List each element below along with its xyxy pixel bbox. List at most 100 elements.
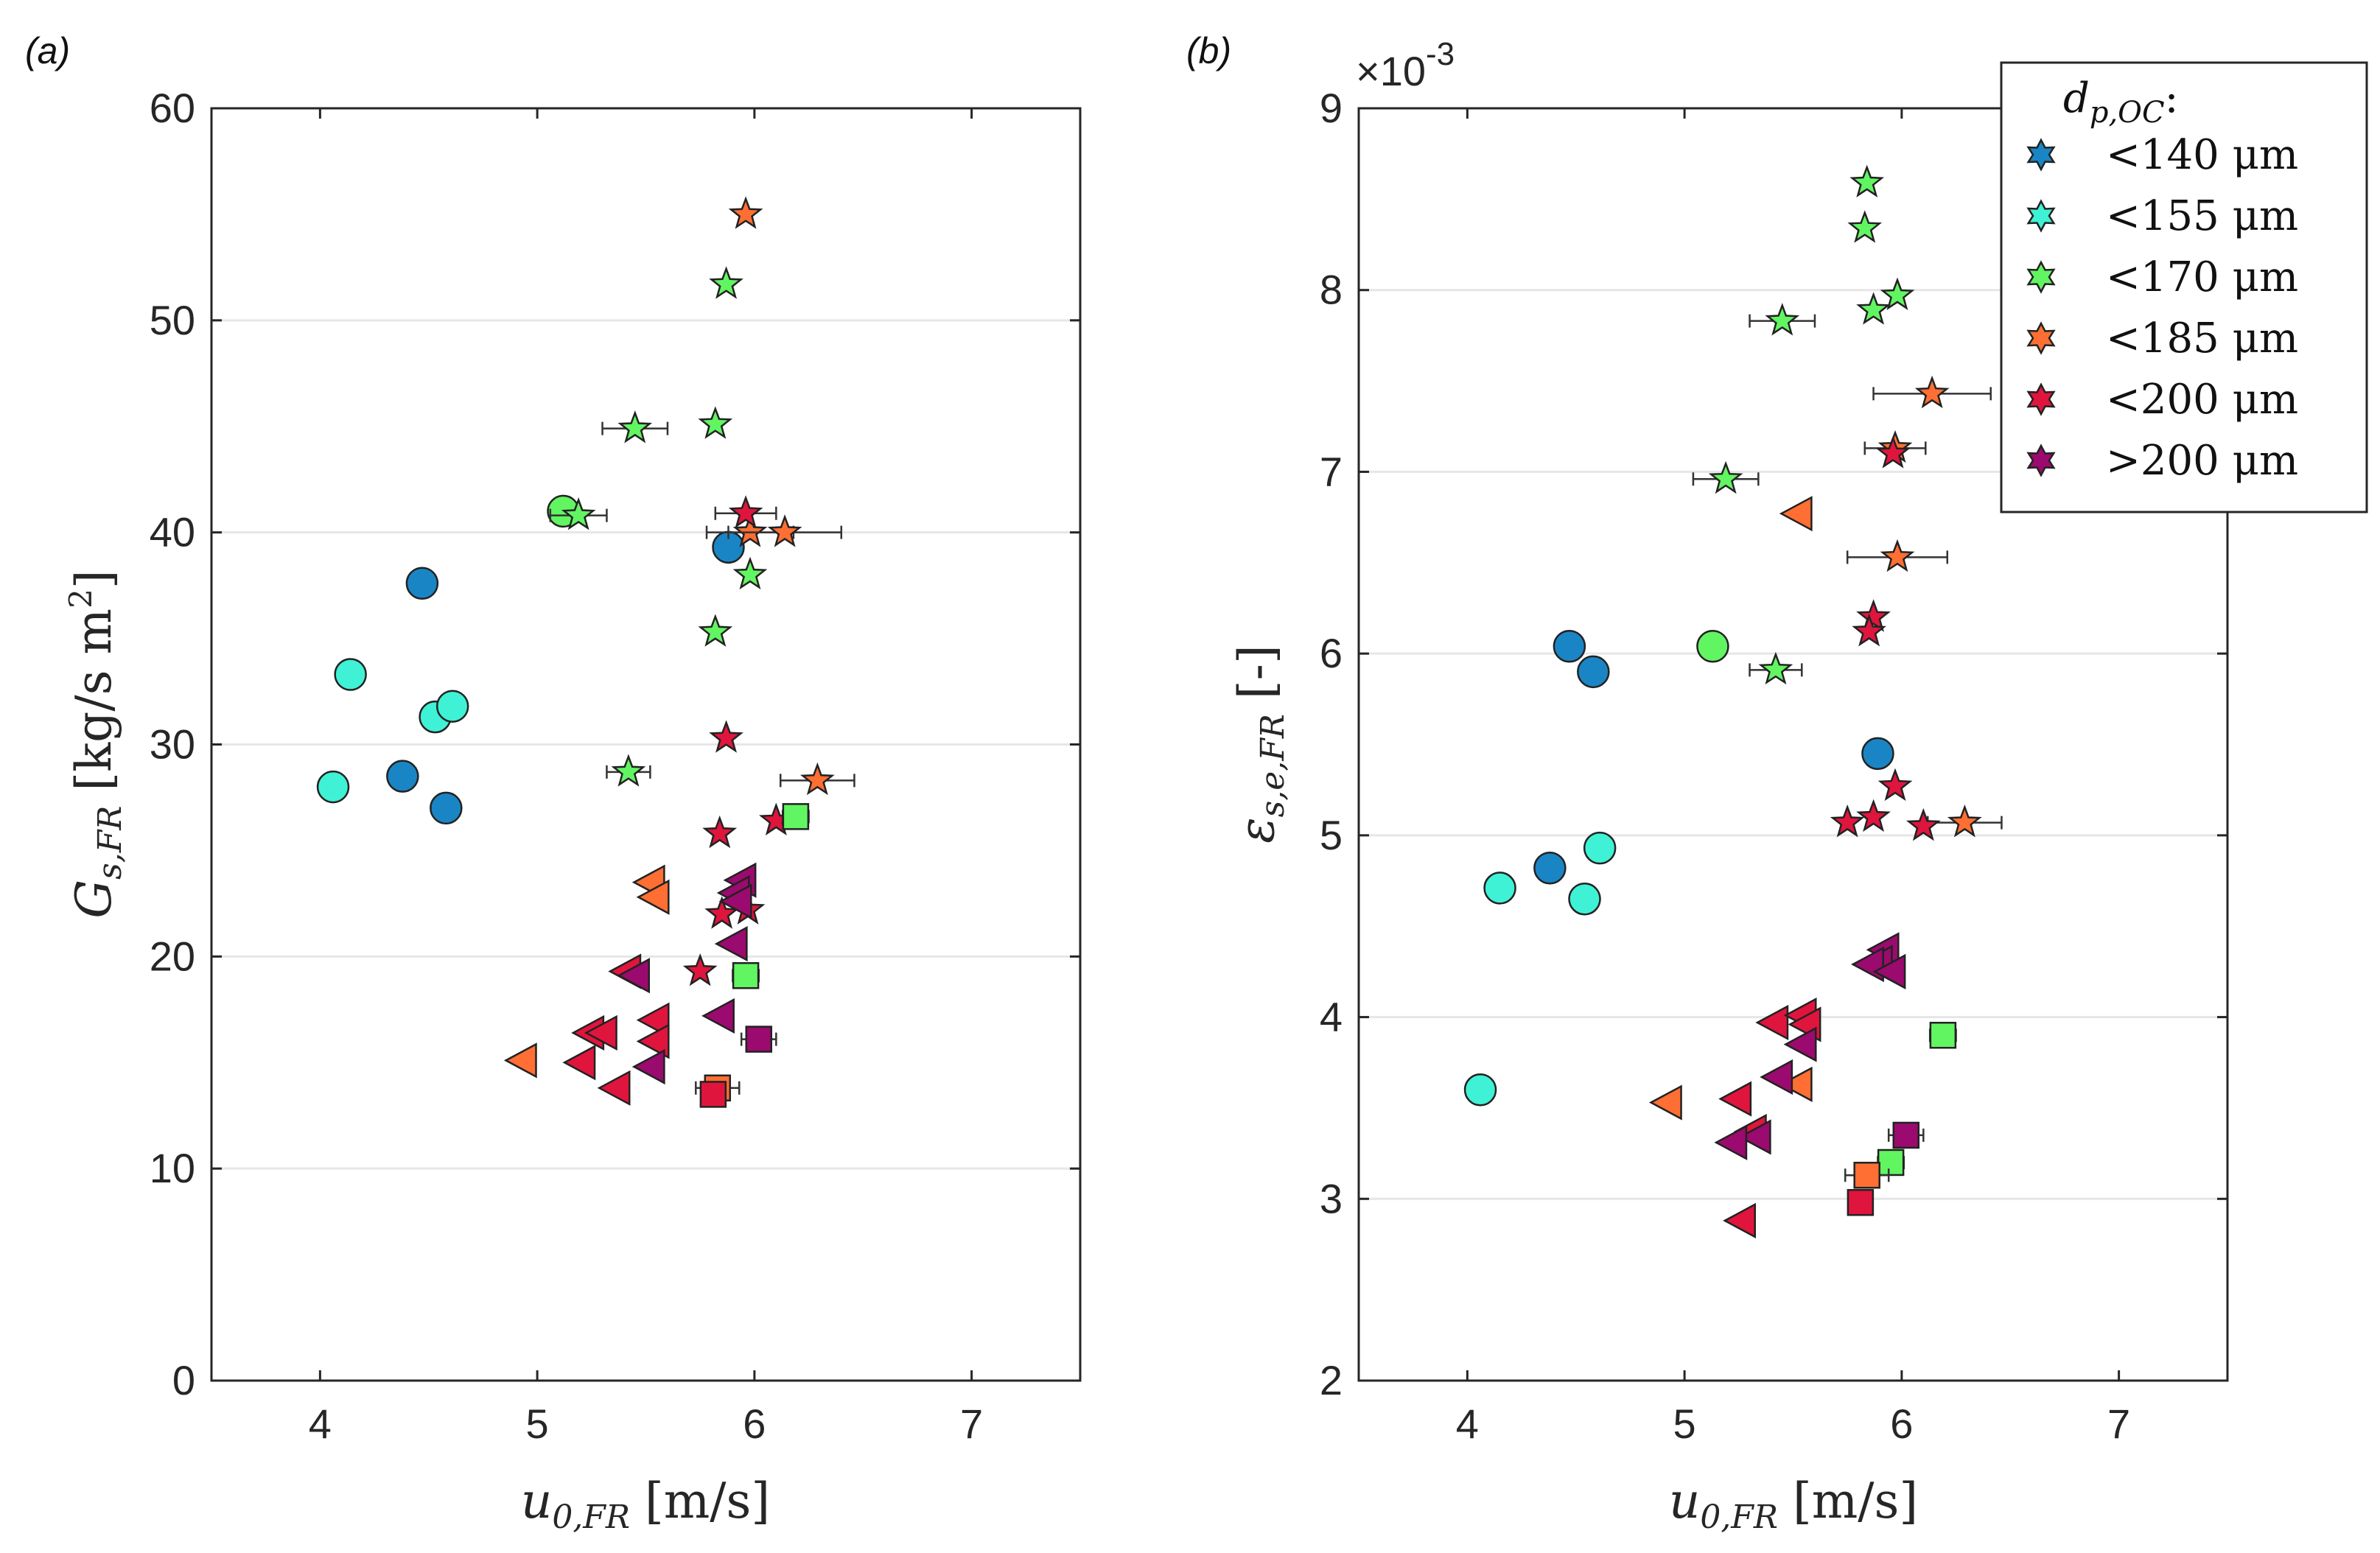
panel-b-point-circle [1533,852,1567,885]
panel-a-y-tick-label: 0 [172,1357,195,1403]
panel-a-point-triangle [597,1070,631,1106]
legend-entry-label: <170 μm [2106,253,2298,301]
panel-b-point-circle [1483,872,1516,905]
panel-b-label: (b) [1186,30,1231,71]
panel-a-point-square [732,961,760,989]
panel-b-x-tick-label: 5 [1673,1400,1696,1447]
panel-a-point-star [682,953,718,986]
panel-a-y-tick-label: 60 [150,85,195,131]
panel-a-point-circle [430,791,463,825]
panel-b-point-triangle [1737,1119,1771,1155]
panel-a-y-axis-label: Gs,FR[kg/s m2] [63,569,129,918]
legend-entry-label: <155 μm [2106,192,2298,240]
panel-b-x-tick-label: 4 [1456,1400,1479,1447]
legend-marker-icon [2026,199,2056,233]
panel-b-y-axis-label: εs,e,FR[-] [1228,645,1292,843]
legend-marker-icon [2026,444,2056,477]
panel-b-point-star [1877,768,1913,802]
panel-a-point-circle [386,760,419,793]
panel-b-point-circle [1583,831,1617,865]
panel-a-y-tick-label: 50 [150,297,195,343]
panel-b-y-tick-label: 5 [1320,812,1343,858]
panel-a-point-circle [334,658,367,691]
panel-b-point-triangle [1872,953,1906,989]
panel-b-y-tick-label: 3 [1320,1175,1343,1221]
panel-a-point-star [709,266,743,299]
panel-a-x-tick-label: 5 [526,1400,549,1447]
legend: dp,OC: <140 μm <155 μm <170 μm <185 μm <200 … [2000,61,2368,513]
panel-b-point-star [1880,277,1915,310]
panel-a-y-tick-label: 30 [150,721,195,768]
panel-b-point-star [1856,799,1891,832]
panel-b-point-triangle [1648,1084,1682,1121]
panel-a-x-tick-label: 7 [960,1400,983,1447]
panel-a-point-square [699,1081,727,1108]
legend-entry-label: <200 μm [2106,376,2298,424]
panel-a-point-circle [435,690,469,723]
panel-b-y-multiplier: ×10-3 [1356,36,1455,94]
panel-b-point-star [1830,804,1865,838]
panel-b-y-tick-label: 9 [1320,85,1343,131]
panel-b-point-triangle [1851,946,1884,983]
legend-entry-label: <140 μm [2106,131,2298,179]
panel-a-point-circle [405,567,439,600]
panel-b-point-star [1765,303,1800,336]
panel-a-x-axis-label: u0,FR [m/s] [521,1473,770,1536]
panel-b-y-tick-label: 6 [1320,630,1343,676]
legend-marker-icon [2026,321,2056,355]
panel-a-point-square [782,803,810,830]
panel-a-marks [316,196,855,1108]
panel-b-y-tick-label: 8 [1320,267,1343,313]
panel-a-point-star [728,196,763,229]
panel-a-point-triangle [562,1045,596,1081]
legend-entry-label: >200 μm [2106,437,2298,485]
panel-b-point-triangle [1783,1026,1817,1062]
panel-b-point-circle [1696,630,1729,663]
panel-b-point-star [1875,435,1911,469]
legend-marker-icon [2026,260,2056,294]
panel-a-point-star [611,754,646,787]
panel-b-point-star [1947,804,1982,838]
panel-b-point-circle [1861,737,1894,771]
panel-b-point-star [1905,807,1941,841]
panel-b-point-triangle [1714,1124,1748,1160]
panel-a-label: (a) [25,30,70,71]
panel-b-y-tick-label: 2 [1320,1357,1343,1403]
panel-a-point-star [728,495,763,528]
panel-a-point-star [561,497,596,530]
legend-box [2000,61,2368,513]
panel-b-point-square [1929,1021,1957,1049]
panel-a-point-triangle [584,1014,617,1051]
legend-marker-icon [2026,382,2056,416]
panel-b-point-triangle [1718,1081,1752,1117]
panel-b-point-triangle [1755,1004,1789,1041]
panel-a-grid [211,107,1080,1382]
panel-a-point-star [800,762,835,796]
panel-b-point-star [1914,375,1950,409]
panel-a-ticks: 0 10 20 30 40 50 60 4 5 6 7 [150,85,1080,1447]
panel-a-y-tick-label: 20 [150,933,195,979]
panel-a-point-triangle [718,883,752,919]
panel-b-point-triangle [1779,496,1813,532]
panel-b-y-tick-label: 4 [1320,994,1343,1040]
panel-b-point-square [1877,1149,1905,1177]
panel-a-point-star [709,720,743,753]
panel-a-point-star [704,896,739,929]
legend-items: <140 μm <155 μm <170 μm <185 μm <200 μm >200 … [2026,131,2298,485]
panel-a-point-star [732,514,768,547]
panel-b-point-star [1708,460,1743,494]
panel-b-x-axis-label: u0,FR [m/s] [1669,1473,1918,1536]
panel-b-point-circle [1463,1073,1497,1107]
panel-b-marks [1463,164,2003,1238]
legend-entry-label: <185 μm [2106,315,2298,362]
panel-b-axes-frame [1357,107,2229,1382]
panel-a-point-star [698,406,733,439]
panel-b-point-square [1847,1188,1875,1216]
panel-b-point-star [1852,613,1886,647]
panel-a-point-star [732,556,768,590]
panel-b-point-star [1856,599,1891,632]
panel-a-point-star [702,815,738,849]
panel-a-point-star [767,514,802,547]
panel-b-y-tick-label: 7 [1320,448,1343,494]
